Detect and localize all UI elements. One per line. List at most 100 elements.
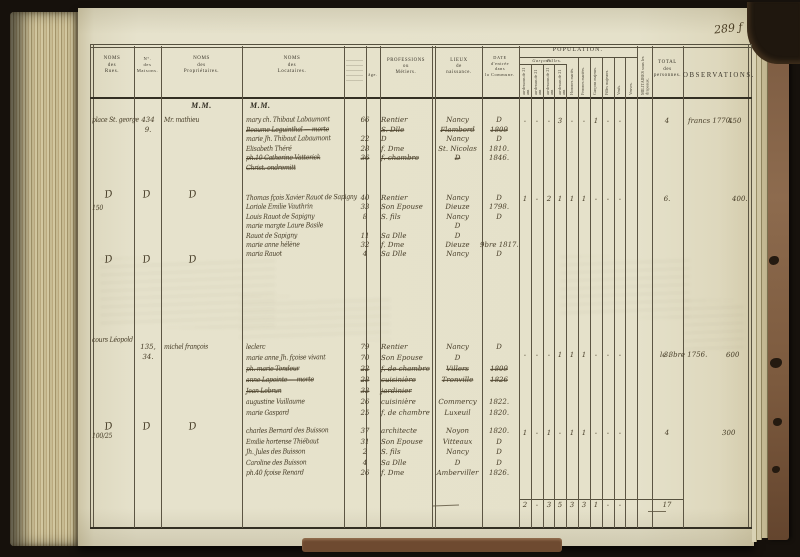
- column-rule: [366, 46, 367, 528]
- pop-subcolumn-label: Femmes mariées.: [581, 66, 586, 95]
- birthplace-value: Dieuze: [445, 240, 470, 249]
- age-value: 26: [360, 397, 370, 406]
- age-value: 32: [360, 240, 370, 249]
- pop-subcolumn-label: au-dessous de 21 ans: [522, 67, 531, 95]
- entry-date-value: 1822.: [488, 397, 510, 406]
- page-edge-strip: [752, 10, 757, 542]
- col-header-entry-date: DATE d'entrée dans la Commune.: [485, 55, 515, 77]
- col-header-professions: PROFESSIONS ou Métiers.: [386, 58, 426, 76]
- total-count: 6.: [663, 194, 671, 203]
- col-header-tenants: NOMS des Locataires.: [277, 56, 307, 74]
- table-border-right2: [751, 44, 752, 528]
- population-count: 1: [569, 350, 575, 359]
- population-count: 1: [522, 194, 528, 203]
- birthplace-value: Luxeuil: [444, 408, 471, 417]
- column-rule: [637, 46, 638, 528]
- age-value: 36: [360, 154, 370, 163]
- birthplace-value: D: [454, 231, 461, 240]
- pop-subheader-boys: Garçons.: [532, 57, 553, 63]
- birthplace-value: D: [454, 221, 461, 231]
- total-underline: [648, 511, 666, 512]
- profession-value: Sa Dlle: [380, 250, 407, 259]
- birthplace-value: Dieuze: [445, 203, 470, 212]
- ditto-mark: D: [187, 188, 198, 201]
- column-total: 2: [522, 500, 528, 509]
- entry-date-value: D: [496, 447, 502, 457]
- entry-date-value: 1798.: [488, 203, 510, 212]
- population-count: -: [618, 428, 621, 437]
- age-value: 22: [360, 364, 370, 373]
- entry-date-value: D: [496, 437, 502, 446]
- birthplace-value: St. Nicolas: [438, 144, 477, 153]
- cover-wear-spot: [772, 466, 780, 473]
- resident-name: marie anne hélène: [245, 240, 300, 249]
- profession-value: Son Epouse: [380, 203, 423, 212]
- age-value: 28: [360, 144, 370, 153]
- population-count: -: [559, 428, 562, 437]
- ditto-mark: D: [141, 188, 152, 201]
- column-total: 1: [593, 500, 599, 509]
- resident-name: marie Jh. Thibaut Labaumont: [245, 134, 331, 144]
- population-count: -: [547, 116, 550, 125]
- table-border-left2: [93, 44, 94, 528]
- resident-name: mary ch. Thibaut Labaumont: [245, 115, 330, 124]
- ditto-mark: D: [187, 253, 198, 266]
- page-edge-strip: [757, 12, 762, 540]
- column-total: 3: [569, 500, 575, 509]
- col-header-proprietors: NOMS des Propriétaires.: [183, 56, 220, 74]
- observation-note: francs 1770.: [687, 116, 733, 125]
- column-rule: [519, 46, 520, 528]
- column-rule: [652, 46, 653, 528]
- resident-name: Thomas fçois Xavier Rauot de Sapigny: [245, 192, 357, 202]
- birthplace-value: Nancy: [446, 115, 469, 124]
- population-count: 1: [569, 428, 575, 437]
- population-count: -: [547, 350, 550, 359]
- resident-name: Caroline des Buisson: [245, 458, 307, 467]
- profession-value: f. Dme: [380, 144, 405, 153]
- ditto-mark: D: [103, 420, 114, 433]
- age-value: 2: [362, 448, 368, 457]
- cover-wear-spot: [773, 418, 782, 426]
- column-rule: [625, 57, 627, 528]
- house-number: 9.: [144, 125, 152, 134]
- age-value: 28: [360, 375, 370, 384]
- age-value: 40: [360, 193, 370, 202]
- column-rule: [435, 46, 436, 528]
- population-count: 1: [593, 116, 599, 125]
- age-value: 26: [360, 469, 370, 478]
- col-header-birthplaces: LIEUX de naissance.: [446, 58, 472, 76]
- resident-name: Louis Rauot de Sapigny: [245, 212, 315, 221]
- population-count: -: [523, 116, 527, 125]
- population-count: -: [606, 350, 609, 359]
- page-edge-strip: [762, 14, 768, 538]
- birthplace-value: Amberviller: [436, 469, 479, 478]
- total-count: 4: [664, 116, 670, 125]
- observation-amount: 450: [727, 116, 742, 125]
- population-count: 1: [569, 194, 575, 203]
- age-value: 70: [360, 353, 370, 362]
- profession-value: f. de chambre: [380, 364, 430, 373]
- column-rule: [589, 57, 591, 528]
- resident-name: Jh. Jules des Buisson: [245, 447, 306, 457]
- resident-name: Loriole Emilie Vauthrin: [245, 202, 313, 212]
- resident-name: Christ. ondremitt: [245, 163, 296, 172]
- pop-subcolumn-label: Veufs.: [616, 84, 621, 95]
- observation-amount: 400.: [731, 194, 748, 203]
- col-header-military: MILITAIRES sous les drapeaux.: [641, 56, 650, 95]
- col-header-observations: OBSERVATIONS.: [683, 72, 756, 79]
- column-rule: [161, 46, 162, 528]
- profession-value: f. chambre: [380, 154, 420, 163]
- column-rule: [242, 46, 243, 528]
- table-border-bottom: [90, 527, 752, 529]
- resident-name: anne Lapointe — morte: [245, 375, 314, 384]
- age-value: 4: [362, 458, 368, 467]
- population-count: -: [535, 428, 538, 437]
- observation-amount: 300: [721, 428, 736, 437]
- profession-value: cuisinière: [380, 397, 416, 406]
- population-count: 1: [581, 428, 587, 437]
- cover-wear-spot: [769, 256, 779, 265]
- birthplace-value: Nancy: [446, 193, 469, 202]
- pop-subcolumn-label: Garçons majeurs.: [593, 66, 598, 95]
- ditto-mark: D: [187, 420, 198, 433]
- table-border-top2: [90, 46, 752, 48]
